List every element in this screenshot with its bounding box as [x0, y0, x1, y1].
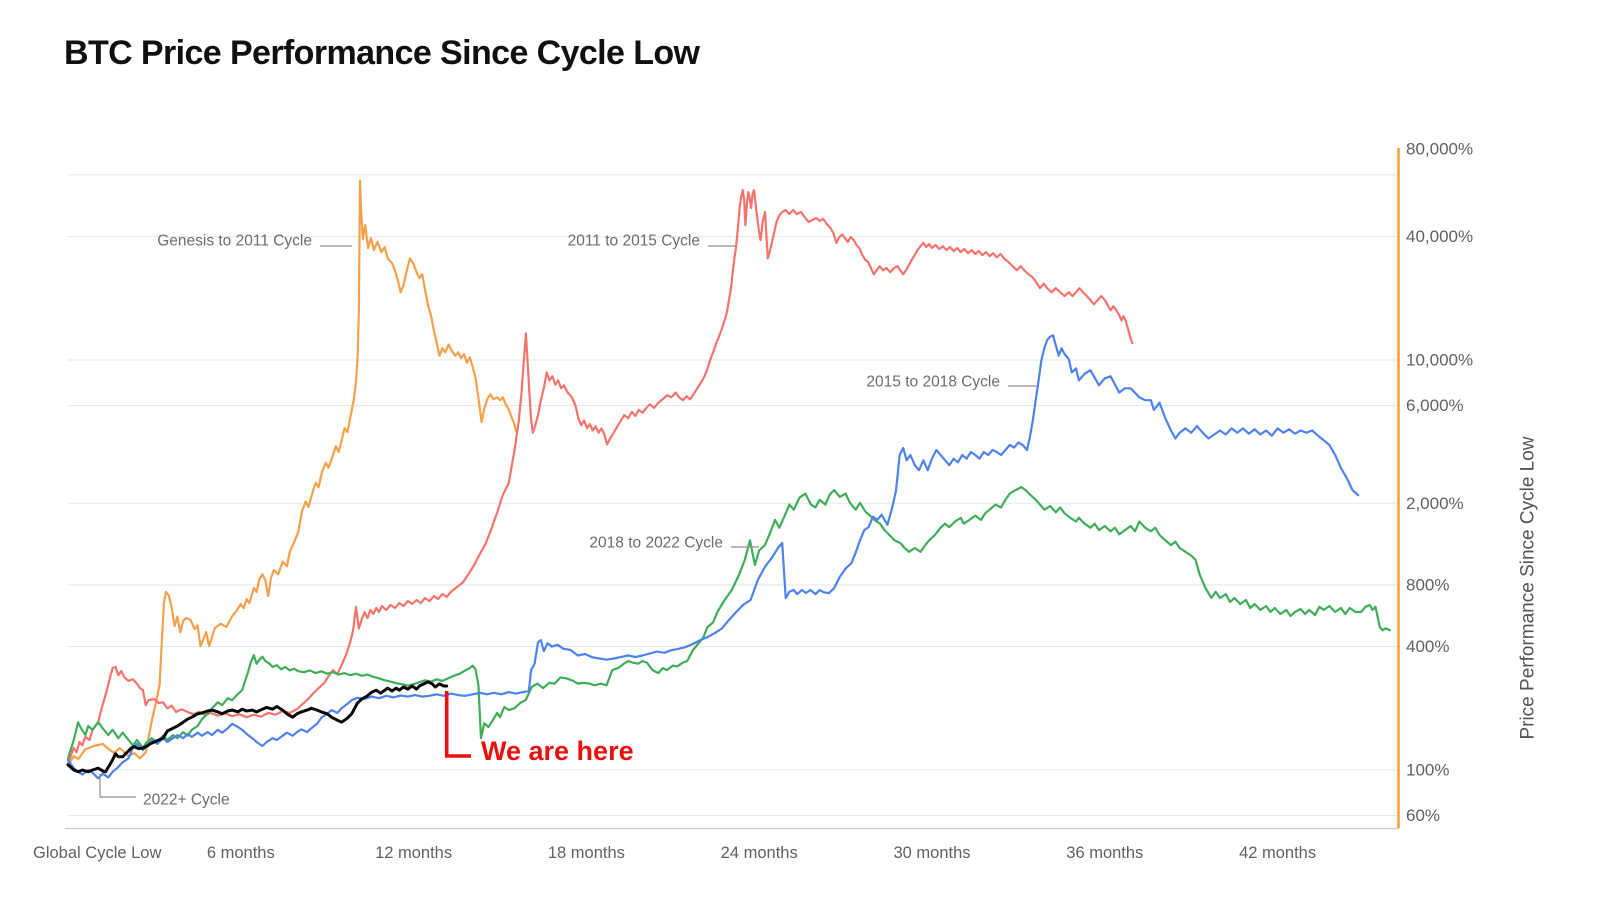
series-label-2018-2022: 2018 to 2022 Cycle	[589, 535, 723, 552]
we-are-here-pointer-line	[444, 691, 471, 758]
series-label-2022-plus: 2022+ Cycle	[143, 792, 230, 809]
series-line-2	[66, 334, 1360, 780]
y-tick-label: 800%	[1406, 575, 1449, 594]
series-lines	[66, 179, 1392, 780]
y-tick-label: 2,000%	[1406, 494, 1464, 513]
x-tick-label: Global Cycle Low	[33, 844, 161, 862]
x-tick-label: 36 months	[1066, 844, 1143, 862]
series-label-genesis-2011: Genesis to 2011 Cycle	[157, 233, 312, 250]
y-tick-label: 400%	[1406, 637, 1449, 656]
x-tick-label: 18 months	[548, 844, 625, 862]
series-label-2011-2015: 2011 to 2015 Cycle	[568, 233, 700, 250]
series-line-3	[66, 486, 1392, 760]
x-tick-label: 12 months	[375, 844, 452, 862]
y-tick-label: 6,000%	[1406, 396, 1464, 415]
we-are-here-annotation: We are here	[444, 691, 634, 766]
x-tick-label: 30 months	[893, 844, 970, 862]
series-label-2015-2018: 2015 to 2018 Cycle	[866, 374, 1000, 391]
series-line-4	[66, 680, 449, 774]
y-tick-label: 60%	[1406, 806, 1440, 825]
we-are-here-label: We are here	[481, 736, 634, 766]
gridlines	[68, 174, 1398, 816]
y-tick-label: 80,000%	[1406, 139, 1473, 158]
y-tick-label: 100%	[1406, 761, 1449, 780]
series-line-0	[66, 179, 518, 767]
y-axis-title: Price Performance Since Cycle Low	[1518, 436, 1539, 739]
series-line-1	[66, 189, 1134, 765]
x-tick-label: 42 months	[1239, 844, 1316, 862]
axis-layer: 80,000% 40,000% 10,000% 6,000% 2,000% 800% 400…	[33, 139, 1473, 862]
page-title: BTC Price Performance Since Cycle Low	[64, 34, 700, 72]
x-tick-label: 6 months	[207, 844, 275, 862]
y-tick-label: 10,000%	[1406, 351, 1473, 370]
series-annotations: Genesis to 2011 Cycle 2011 to 2015 Cycle…	[99, 233, 1037, 809]
series-label-2022-connector	[99, 774, 136, 798]
y-tick-label: 40,000%	[1406, 227, 1473, 246]
x-tick-label: 24 months	[721, 844, 798, 862]
